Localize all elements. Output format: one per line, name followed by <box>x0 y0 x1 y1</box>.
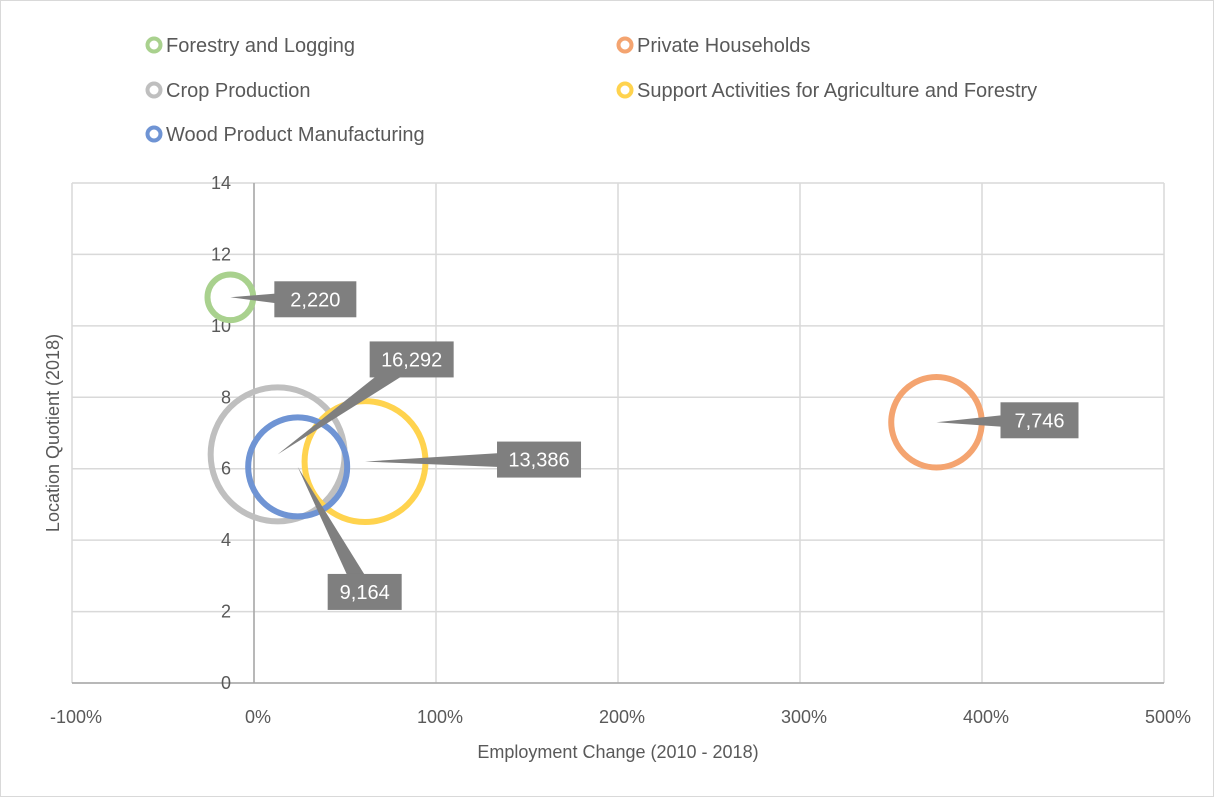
y-tick-label: 0 <box>221 673 231 693</box>
x-tick-label: 200% <box>599 707 645 727</box>
y-tick-label: 14 <box>211 173 231 193</box>
data-label-pointer <box>297 466 373 597</box>
y-axis-title: Location Quotient (2018) <box>43 334 63 532</box>
x-axis-title: Employment Change (2010 - 2018) <box>477 742 758 762</box>
legend-label: Private Households <box>637 35 810 57</box>
y-tick-label: 4 <box>221 530 231 550</box>
legend: Forestry and Logging Private Households Cr… <box>145 35 1037 146</box>
legend-marker <box>145 81 163 99</box>
data-label-forestry-and-logging: 2,220 <box>290 289 340 311</box>
data-label-private-households: 7,746 <box>1014 410 1064 432</box>
legend-marker <box>616 81 634 99</box>
legend-item-support-activities-for-agriculture-and-forestry: Support Activities for Agriculture and F… <box>616 80 1037 102</box>
legend-label: Support Activities for Agriculture and F… <box>637 80 1037 102</box>
legend-item-crop-production: Crop Production <box>145 80 311 102</box>
data-label-box-support-activities-for-agriculture-and-forestry <box>497 441 582 478</box>
data-label-pointer <box>365 450 540 469</box>
data-labels: 2,220 7,746 16,292 13,386 9,164 <box>230 281 1079 610</box>
legend-label: Crop Production <box>166 80 311 102</box>
data-label-wood-product-manufacturing: 9,164 <box>340 582 390 604</box>
x-tick-label: 400% <box>963 707 1009 727</box>
legend-marker <box>145 36 163 54</box>
data-label-box-forestry-and-logging <box>274 281 357 318</box>
legend-item-wood-product-manufacturing: Wood Product Manufacturing <box>145 124 425 146</box>
data-label-pointer <box>277 352 417 455</box>
x-tick-label: 300% <box>781 707 827 727</box>
legend-marker <box>145 125 163 143</box>
bubble-crop-production <box>207 384 348 525</box>
bubble-wood-product-manufacturing <box>245 414 351 520</box>
x-tick-label: 0% <box>245 707 271 727</box>
data-label-box-private-households <box>1000 402 1079 439</box>
y-tick-label: 8 <box>221 387 231 407</box>
legend-item-private-households: Private Households <box>616 35 810 57</box>
legend-label: Forestry and Logging <box>166 35 355 57</box>
gridlines <box>71 182 1165 684</box>
data-label-box-wood-product-manufacturing <box>327 573 402 610</box>
data-label-crop-production: 16,292 <box>381 349 442 371</box>
data-label-box-crop-production <box>369 341 454 378</box>
legend-label: Wood Product Manufacturing <box>166 124 425 146</box>
legend-marker <box>616 36 634 54</box>
x-tick-label: 500% <box>1145 707 1191 727</box>
x-tick-label: 100% <box>417 707 463 727</box>
y-tick-label: 12 <box>211 244 231 264</box>
x-tick-label: -100% <box>50 707 102 727</box>
data-label-support-activities-for-agriculture-and-forestry: 13,386 <box>508 450 569 472</box>
y-tick-label: 2 <box>221 602 231 622</box>
y-tick-label: 6 <box>221 459 231 479</box>
legend-item-forestry-and-logging: Forestry and Logging <box>145 35 355 57</box>
